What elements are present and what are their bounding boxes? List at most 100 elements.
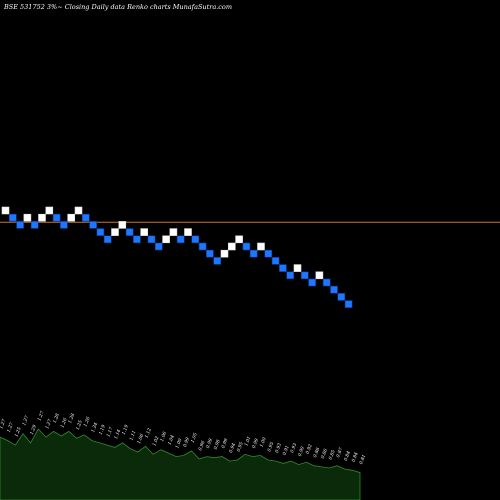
volume-label: 1.12 xyxy=(144,427,153,439)
volume-label: 0.81 xyxy=(358,454,367,465)
volume-label: 1.29 xyxy=(29,424,38,436)
volume-label: 1.28 xyxy=(67,413,76,425)
volume-label: 1.19 xyxy=(121,424,130,436)
volume-label: 1.19 xyxy=(98,424,107,436)
volume-label: 1.05 xyxy=(190,432,199,444)
renko-brick-down xyxy=(125,228,134,236)
renko-brick-down xyxy=(96,228,105,236)
renko-bricks xyxy=(1,206,353,308)
volume-label: 1.26 xyxy=(82,416,91,428)
volume-label: 1.27 xyxy=(37,410,46,422)
renko-brick-up xyxy=(162,235,170,244)
renko-brick-down xyxy=(198,242,207,251)
volume-label: 0.95 xyxy=(236,441,245,453)
renko-brick-down xyxy=(271,257,280,265)
volume-label: 0.98 xyxy=(213,439,222,451)
renko-brick-up xyxy=(1,206,10,215)
volume-label: 0.99 xyxy=(251,438,260,450)
volume-label: 0.91 xyxy=(282,445,291,456)
volume-label: 0.93 xyxy=(289,442,298,454)
renko-brick-down xyxy=(279,264,287,272)
volume-label: 0.85 xyxy=(328,449,337,461)
renko-brick-up xyxy=(111,228,119,236)
renko-brick-up xyxy=(74,206,83,215)
volume-label: 0.95 xyxy=(266,441,275,453)
renko-brick-down xyxy=(213,257,221,265)
volume-area-path xyxy=(0,428,361,500)
volume-label: 1.25 xyxy=(14,426,23,438)
volume-label: 1.00 xyxy=(174,438,183,450)
renko-brick-up xyxy=(169,228,178,236)
renko-brick-down xyxy=(16,221,24,229)
chart-title: BSE 531752 3%~ Closing Daily data Renko … xyxy=(3,3,232,11)
renko-brick-down xyxy=(103,235,112,244)
volume-label: 0.84 xyxy=(343,450,352,462)
volume-label: 1.28 xyxy=(52,413,61,425)
volume-label: 0.92 xyxy=(305,443,314,455)
volume-label: 0.99 xyxy=(182,437,191,449)
renko-brick-down xyxy=(133,235,141,244)
renko-brick-down xyxy=(322,278,331,287)
volume-label: 1.26 xyxy=(60,417,69,429)
volume-label: 1.06 xyxy=(159,431,168,443)
volume-label: 0.86 xyxy=(320,448,329,460)
renko-brick-up xyxy=(257,242,265,251)
renko-brick-down xyxy=(330,285,338,294)
renko-brick-down xyxy=(206,249,214,258)
renko-brick-down xyxy=(286,271,295,280)
volume-label: 1.27 xyxy=(44,418,53,430)
renko-brick-up xyxy=(293,264,302,272)
volume-label: 1.27 xyxy=(0,418,7,430)
renko-brick-down xyxy=(264,249,273,258)
volume-label: 1.02 xyxy=(151,435,160,447)
renko-brick-down xyxy=(82,213,90,222)
volume-label: 1.17 xyxy=(105,426,114,438)
renko-brick-down xyxy=(249,249,258,258)
renko-brick-up xyxy=(228,242,236,251)
volume-label: 0.87 xyxy=(335,447,344,459)
volume-label: 1.24 xyxy=(90,422,99,434)
renko-brick-up xyxy=(67,213,75,222)
renko-brick-up xyxy=(140,228,148,236)
renko-brick-down xyxy=(89,221,97,229)
volume-label: 1.25 xyxy=(75,419,84,431)
volume-label: 1.11 xyxy=(128,430,137,441)
renko-brick-down xyxy=(300,271,309,280)
volume-label: 0.99 xyxy=(205,438,214,450)
renko-brick-down xyxy=(30,221,39,229)
renko-brick-up xyxy=(38,213,46,222)
renko-brick-down xyxy=(337,293,346,301)
renko-brick-down xyxy=(308,278,316,287)
renko-brick-up xyxy=(184,228,192,236)
renko-brick-down xyxy=(155,242,163,251)
renko-brick-down xyxy=(52,213,61,222)
renko-brick-down xyxy=(176,235,185,244)
volume-label: 0.90 xyxy=(297,446,306,458)
volume-label: 0.99 xyxy=(220,438,229,450)
renko-brick-down xyxy=(191,235,200,244)
renko-brick-down xyxy=(242,242,251,251)
volume-label: 0.93 xyxy=(274,442,283,454)
volume-label: 0.88 xyxy=(312,447,321,459)
renko-brick-up xyxy=(220,249,229,258)
volume-label: 1.00 xyxy=(259,437,268,449)
volume-label: 0.96 xyxy=(197,440,206,452)
volume-label: 1.06 xyxy=(136,433,145,445)
volume-label: 1.04 xyxy=(167,434,176,446)
renko-brick-up xyxy=(315,271,324,280)
volume-area xyxy=(0,428,361,500)
renko-brick-up xyxy=(118,221,127,229)
volume-labels: 1.27 1.27 1.251.271.291.271.271.28 1.26 1.28… xyxy=(0,410,367,465)
volume-label: 1.01 xyxy=(243,435,252,446)
renko-brick-down xyxy=(60,221,68,229)
volume-label: 1.14 xyxy=(113,429,122,441)
renko-brick-down xyxy=(9,213,17,222)
renko-brick-down xyxy=(147,235,156,244)
renko-brick-up xyxy=(235,235,243,244)
volume-label: 1.27 xyxy=(21,415,30,427)
renko-brick-up xyxy=(45,206,54,215)
volume-label: 0.84 xyxy=(351,451,360,463)
volume-label: 1.27 xyxy=(6,422,15,434)
volume-label: 0.94 xyxy=(228,442,237,454)
